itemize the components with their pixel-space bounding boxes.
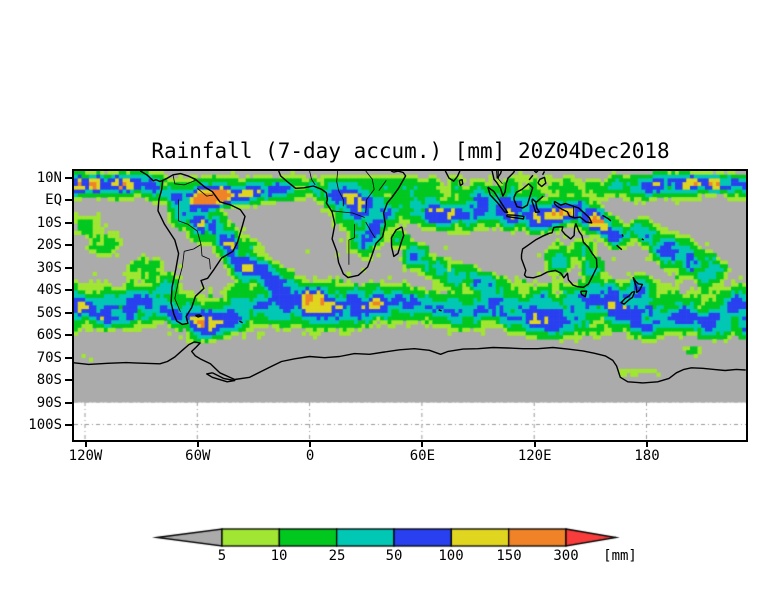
lon-tick-label: 180 xyxy=(634,448,660,464)
coastline-path xyxy=(195,314,203,318)
coastline-path xyxy=(632,276,644,294)
lat-tick-mark xyxy=(65,356,72,359)
coastline-path xyxy=(621,234,624,237)
coastline-path xyxy=(541,171,546,176)
country-border-path xyxy=(365,221,376,239)
coastline-path xyxy=(74,341,746,384)
coastline-path xyxy=(239,320,243,324)
coastline-path xyxy=(641,238,645,241)
lon-tick-mark xyxy=(421,441,424,447)
coastline-path xyxy=(520,223,598,288)
coastline-path xyxy=(444,171,461,182)
lat-tick-mark xyxy=(65,289,72,291)
lon-tick-mark xyxy=(309,441,312,447)
lon-tick-mark xyxy=(533,441,536,447)
coastline-path xyxy=(616,244,623,251)
lat-tick-mark xyxy=(65,199,72,201)
coastline-path xyxy=(157,172,246,326)
lon-tick-mark xyxy=(196,441,199,447)
lat-tick-mark xyxy=(65,266,72,269)
coastline-path xyxy=(537,176,547,188)
coastline-path xyxy=(535,195,544,203)
lat-tick-label: 100S xyxy=(28,417,62,433)
lat-tick-mark xyxy=(65,244,72,246)
coastline-path xyxy=(496,171,503,179)
lat-tick-label: 10N xyxy=(36,169,62,186)
legend-threshold-label: 25 xyxy=(328,548,346,564)
country-border-path xyxy=(184,244,202,252)
lon-tick-label: 120E xyxy=(517,448,552,464)
lat-tick-mark xyxy=(65,311,72,314)
legend-threshold-label: 300 xyxy=(553,548,579,564)
legend-threshold-label: 50 xyxy=(385,548,403,564)
lat-tick-label: 50S xyxy=(36,304,62,321)
lon-tick-mark xyxy=(646,441,648,447)
coastline-path xyxy=(458,179,464,187)
coastline-path xyxy=(438,309,442,312)
legend-threshold-label: 100 xyxy=(438,548,464,564)
legend-unit-label: [mm] xyxy=(603,548,637,564)
country-border-path xyxy=(178,199,211,270)
coastline-path xyxy=(553,200,593,224)
country-border-path xyxy=(174,251,185,313)
country-border-path xyxy=(498,171,503,185)
country-border-path xyxy=(365,171,375,214)
lon-tick-label: 60W xyxy=(185,448,211,464)
coastline-path xyxy=(491,171,516,197)
country-border-path xyxy=(332,210,365,218)
lat-tick-mark xyxy=(65,424,72,426)
lat-tick-label: 10S xyxy=(36,214,62,231)
coastline-path xyxy=(390,171,399,173)
country-border-path xyxy=(348,224,355,265)
coastline-path xyxy=(278,171,407,279)
lat-tick-mark xyxy=(65,379,72,381)
lat-tick-label: EQ xyxy=(45,192,62,208)
lon-tick-label: 120W xyxy=(68,448,103,464)
coastline-path xyxy=(506,214,525,220)
lat-tick-label: 60S xyxy=(36,327,62,343)
legend-threshold-label: 5 xyxy=(217,548,227,564)
coastline-path xyxy=(139,171,163,183)
coastline-path xyxy=(528,174,534,181)
lat-tick-mark xyxy=(65,176,72,179)
legend-threshold-label: 150 xyxy=(496,548,522,564)
lon-tick-label: 0 xyxy=(305,448,315,464)
rainfall-field-canvas xyxy=(74,171,746,440)
lat-tick-label: 90S xyxy=(36,394,62,411)
country-border-path xyxy=(378,180,387,191)
coastline-path xyxy=(533,171,539,174)
map-plot-area xyxy=(72,169,748,442)
legend-threshold-label: 10 xyxy=(270,548,288,564)
lat-tick-mark xyxy=(65,221,72,224)
coastline-path xyxy=(513,183,534,209)
coastline-path xyxy=(602,214,612,222)
lat-tick-label: 30S xyxy=(36,259,62,276)
page-title: Rainfall (7-day accum.) [mm] 20Z04Dec201… xyxy=(151,139,670,163)
country-border-path xyxy=(172,174,196,186)
coastlines-overlay xyxy=(74,171,746,384)
coastline-path xyxy=(579,290,588,298)
country-border-path xyxy=(309,171,316,186)
coastline-path xyxy=(390,226,405,258)
coastline-path xyxy=(487,186,509,214)
country-border-path xyxy=(197,187,214,197)
lat-tick-mark xyxy=(65,334,72,336)
country-border-path xyxy=(336,171,344,207)
coastline-path xyxy=(531,198,541,213)
lat-tick-label: 20S xyxy=(36,237,62,253)
coastline-path xyxy=(620,290,636,305)
lat-tick-label: 40S xyxy=(36,282,62,298)
lat-tick-label: 70S xyxy=(36,349,62,366)
color-legend-bar xyxy=(0,522,784,568)
coastline-path xyxy=(206,372,236,383)
lat-tick-mark xyxy=(65,401,72,404)
lon-tick-label: 60E xyxy=(409,448,436,464)
lon-tick-mark xyxy=(84,441,87,447)
lat-tick-label: 80S xyxy=(36,372,62,388)
